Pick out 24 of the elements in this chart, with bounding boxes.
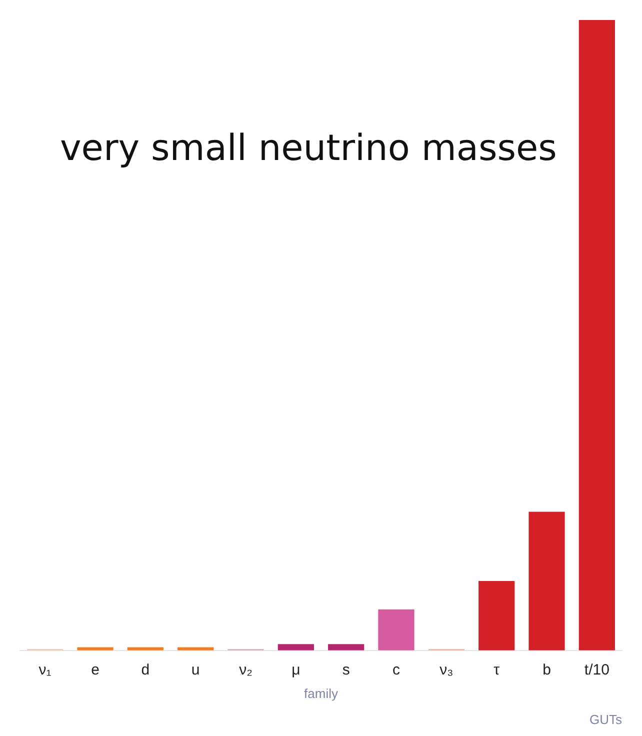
x-tick-label: ν₃ xyxy=(440,662,454,679)
x-tick-label: u xyxy=(191,662,200,679)
bar xyxy=(178,647,214,650)
x-tick-label: s xyxy=(342,662,350,679)
x-tick-label: e xyxy=(91,662,100,679)
bar xyxy=(127,647,164,650)
x-tick-label: b xyxy=(542,662,551,679)
x-tick-label: t/10 xyxy=(584,662,610,679)
bar xyxy=(278,644,314,650)
x-tick-label: ν₁ xyxy=(38,662,52,679)
x-tick-label: c xyxy=(392,662,400,679)
bar xyxy=(578,20,615,650)
bar xyxy=(378,609,414,650)
annotation: very small neutrino masses xyxy=(60,128,557,169)
text: GUTs xyxy=(590,712,622,727)
bar xyxy=(528,512,565,650)
bar xyxy=(478,581,515,650)
bar xyxy=(77,647,114,650)
x-tick-label: d xyxy=(141,662,150,679)
x-tick-label: μ xyxy=(292,662,300,679)
x-tick-label: ν₂ xyxy=(239,662,253,679)
x-axis-title: family xyxy=(304,686,338,701)
bar xyxy=(328,644,364,650)
x-tick-label: τ xyxy=(494,662,500,679)
